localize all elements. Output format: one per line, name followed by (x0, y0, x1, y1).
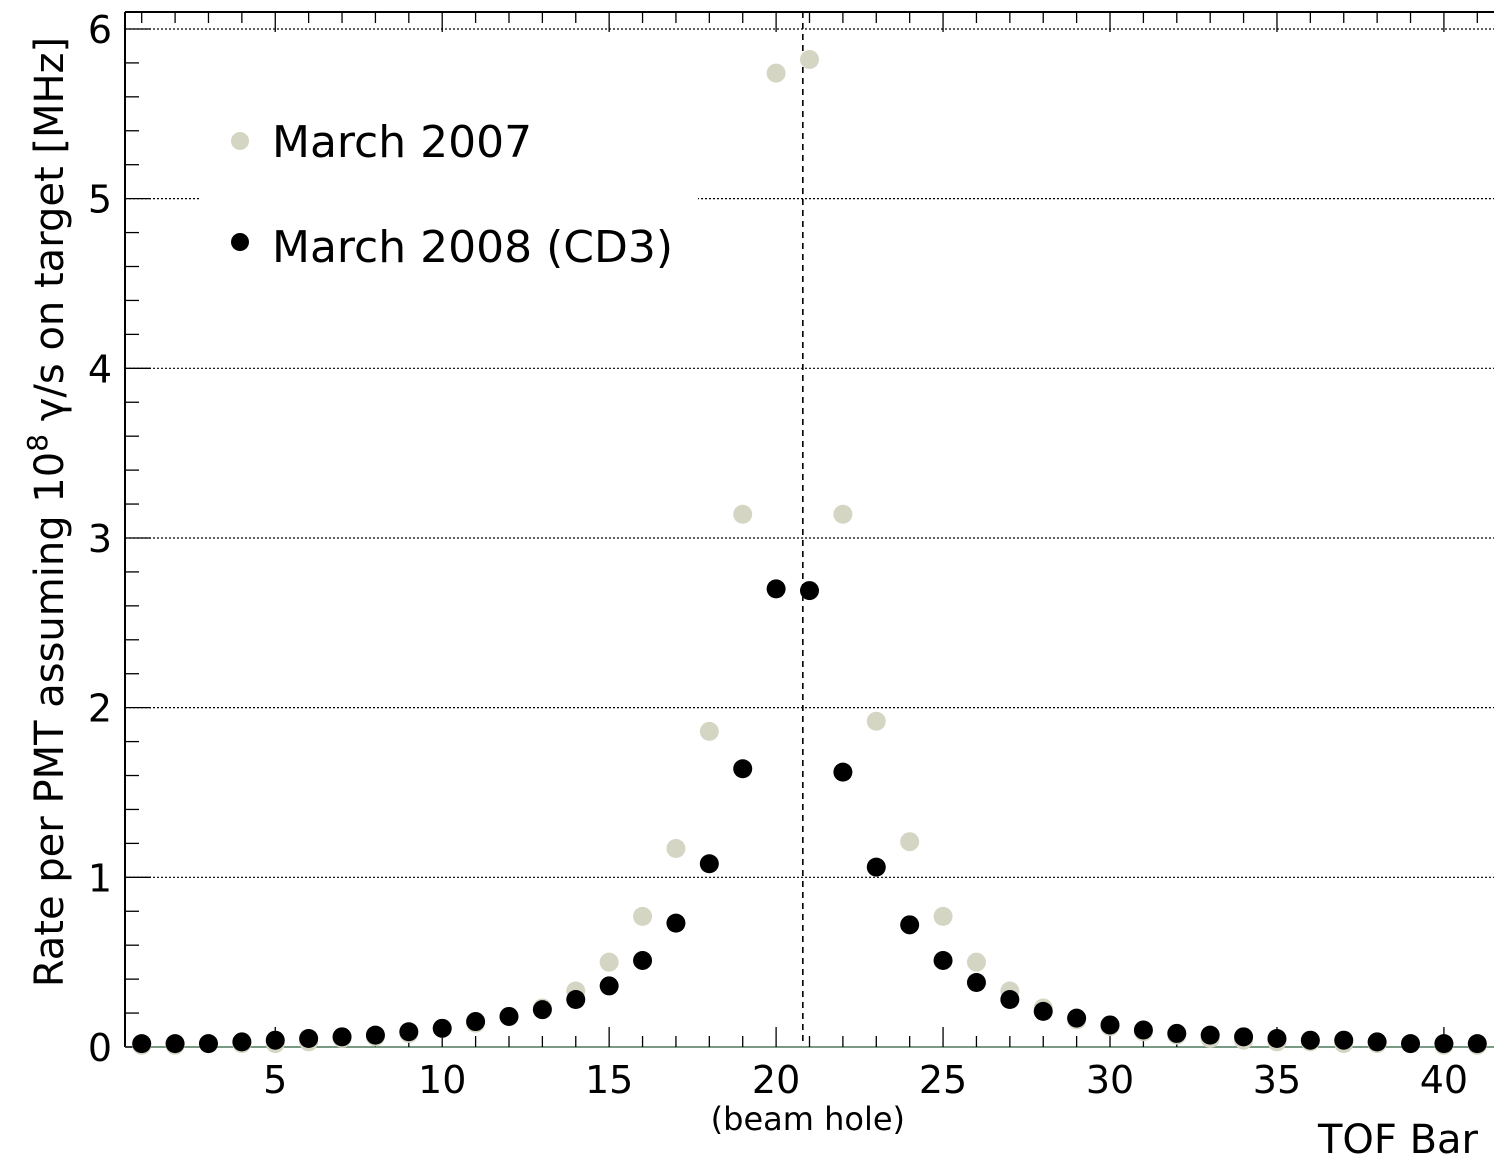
data-point-march-2008 (1267, 1029, 1287, 1049)
data-point-march-2008 (1033, 1001, 1053, 1021)
y-tick-label: 6 (88, 8, 112, 52)
data-point-march-2008 (1300, 1030, 1320, 1050)
data-point-march-2007 (800, 50, 819, 70)
data-point-march-2007 (699, 721, 719, 741)
data-point-march-2008 (432, 1018, 452, 1038)
data-point-march-2008 (733, 759, 753, 779)
data-point-march-2008 (1434, 1034, 1454, 1054)
data-point-march-2008 (566, 989, 586, 1009)
data-point-march-2008 (399, 1022, 419, 1042)
data-point-march-2008 (1334, 1030, 1354, 1050)
data-point-march-2008 (299, 1029, 319, 1049)
data-point-march-2008 (1000, 989, 1020, 1009)
x-axis-title: TOF Bar (1317, 1117, 1479, 1158)
x-tick-label: 25 (919, 1058, 967, 1102)
y-tick-label: 5 (88, 178, 112, 222)
y-axis-title-superscript: 8 (21, 434, 54, 452)
y-axis-title: Rate per PMT assuming 108 γ/s on target … (21, 37, 73, 987)
data-point-march-2008 (1133, 1020, 1153, 1040)
data-point-march-2008 (800, 581, 819, 601)
data-point-march-2007 (900, 832, 920, 852)
data-point-march-2008 (699, 854, 719, 874)
legend-background (200, 95, 698, 305)
data-point-march-2008 (466, 1012, 486, 1032)
data-point-march-2008 (265, 1030, 285, 1050)
data-point-march-2008 (666, 913, 686, 933)
y-tick-label: 1 (88, 856, 112, 900)
data-point-march-2008 (900, 915, 920, 935)
data-point-march-2008 (966, 973, 986, 993)
x-tick-label: 35 (1253, 1058, 1301, 1102)
data-point-march-2008 (1100, 1015, 1120, 1035)
data-point-march-2007 (833, 504, 853, 524)
data-point-march-2008 (499, 1006, 519, 1026)
y-tick-label: 0 (88, 1026, 112, 1070)
x-tick-label: 30 (1086, 1058, 1134, 1102)
data-point-march-2008 (866, 857, 886, 877)
data-point-march-2008 (165, 1034, 185, 1054)
data-point-march-2008 (1367, 1032, 1387, 1052)
x-tick-label: 40 (1420, 1058, 1468, 1102)
y-tick-label: 2 (88, 687, 112, 731)
data-point-march-2008 (1200, 1025, 1220, 1045)
y-axis-title-suffix: γ/s on target [MHz] (27, 37, 73, 434)
data-point-march-2008 (633, 950, 653, 970)
x-tick-label: 20 (752, 1058, 800, 1102)
data-point-march-2007 (733, 504, 753, 524)
y-tick-label: 3 (88, 517, 112, 561)
data-point-march-2008 (198, 1034, 218, 1054)
data-point-march-2008 (365, 1025, 385, 1045)
x-tick-label: 5 (263, 1058, 287, 1102)
data-point-march-2007 (633, 906, 653, 926)
data-point-march-2008 (933, 950, 953, 970)
data-point-march-2007 (866, 711, 886, 731)
data-points (132, 50, 1487, 1055)
x-tick-label: 15 (585, 1058, 633, 1102)
y-axis-title-prefix: Rate per PMT assuming 10 (27, 452, 73, 987)
data-point-march-2007 (966, 952, 986, 972)
data-point-march-2007 (666, 838, 686, 858)
data-point-march-2008 (532, 1000, 552, 1020)
data-point-march-2008 (766, 579, 786, 599)
data-point-march-2008 (1401, 1034, 1421, 1054)
data-point-march-2008 (332, 1027, 352, 1047)
beam-hole-annotation: (beam hole) (711, 1100, 905, 1138)
legend-marker-march-2008 (231, 233, 249, 251)
data-point-march-2008 (1167, 1023, 1187, 1043)
data-point-march-2008 (232, 1032, 252, 1052)
data-point-march-2008 (132, 1034, 152, 1054)
data-point-march-2008 (1234, 1027, 1254, 1047)
data-point-march-2008 (1067, 1008, 1087, 1028)
data-point-march-2008 (833, 762, 853, 782)
legend-marker-march-2007 (231, 132, 249, 150)
y-tick-label: 4 (88, 347, 112, 391)
legend: March 2007 March 2008 (CD3) (200, 95, 698, 305)
data-point-march-2008 (1467, 1034, 1487, 1054)
legend-label-march-2008: March 2008 (CD3) (272, 222, 673, 273)
data-point-march-2007 (766, 63, 786, 83)
legend-label-march-2007: March 2007 (272, 117, 532, 168)
data-point-march-2008 (599, 976, 619, 996)
data-point-march-2007 (933, 906, 953, 926)
tick-labels: 5 10 15 20 25 30 35 40 0 1 2 3 4 5 6 (88, 8, 1468, 1102)
data-point-march-2007 (599, 952, 619, 972)
x-tick-label: 10 (418, 1058, 466, 1102)
